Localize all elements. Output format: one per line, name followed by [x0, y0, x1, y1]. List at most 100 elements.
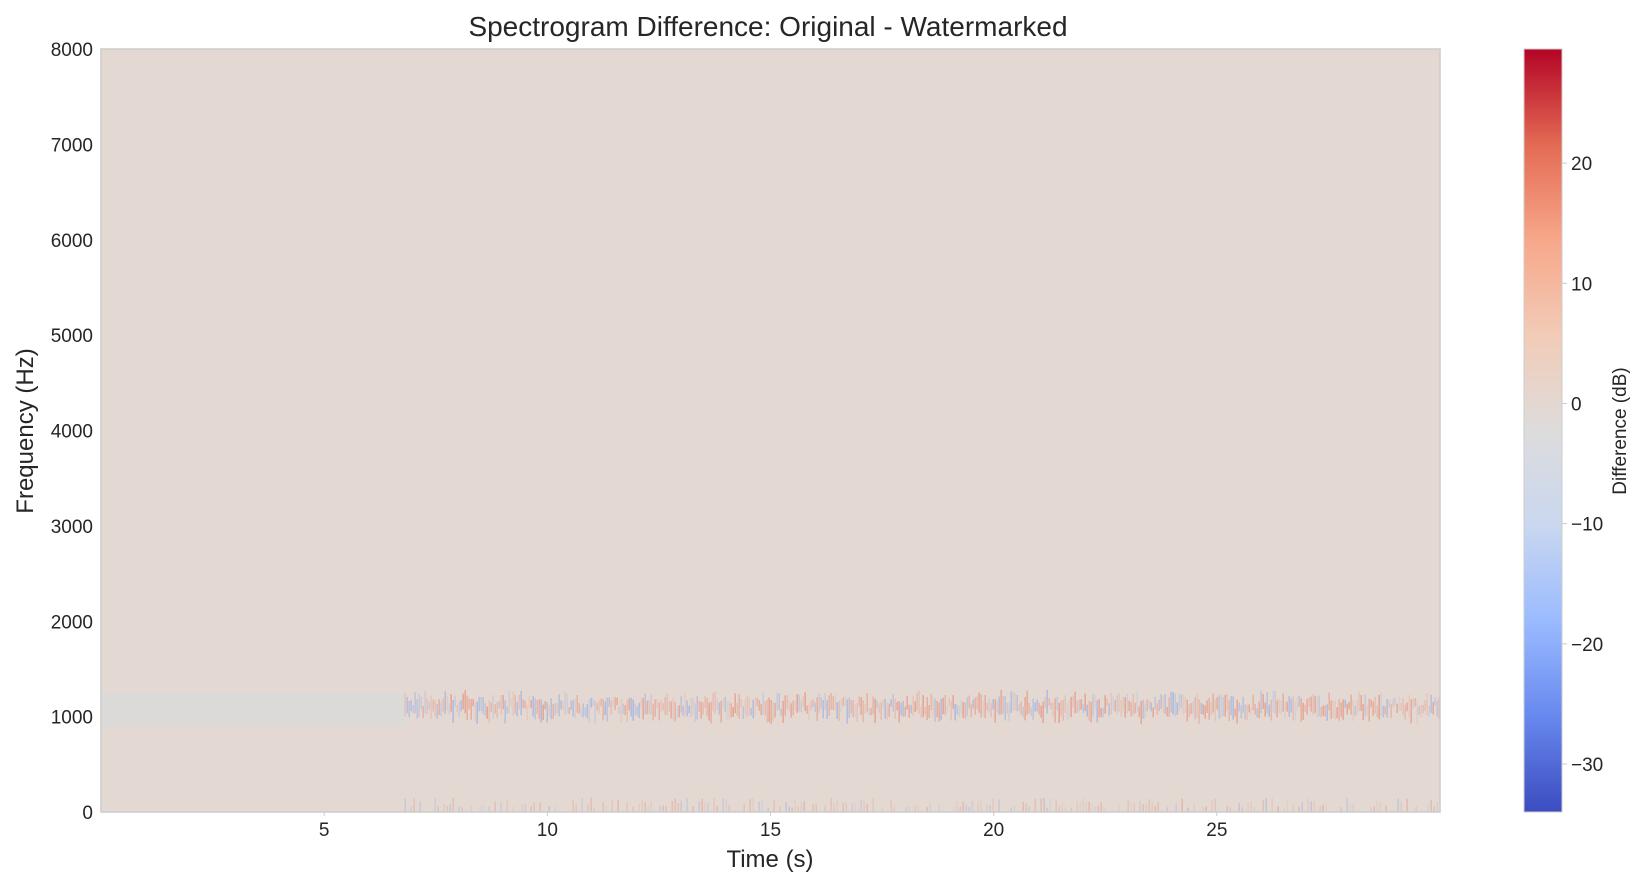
watermark-band-streak	[962, 701, 964, 718]
low-frequency-streak	[1013, 805, 1015, 812]
watermark-band-streak	[800, 700, 802, 713]
watermark-band-streak	[766, 699, 768, 723]
watermark-band-streak	[1284, 700, 1286, 719]
watermark-band-streak	[458, 701, 460, 718]
low-frequency-streak	[524, 804, 526, 812]
watermark-band-streak	[960, 699, 962, 715]
watermark-band-streak	[858, 696, 860, 708]
watermark-band-streak	[744, 699, 746, 715]
watermark-band-streak	[1426, 692, 1428, 716]
watermark-band-streak	[1034, 702, 1036, 712]
low-frequency-streak	[482, 804, 484, 812]
low-frequency-streak	[1043, 798, 1045, 812]
low-frequency-streak	[1238, 803, 1240, 812]
watermark-band-streak	[1076, 700, 1078, 713]
watermark-band-streak	[1382, 705, 1384, 718]
watermark-band-streak	[1032, 698, 1034, 720]
watermark-band-streak	[1378, 694, 1380, 720]
low-frequency-streak	[743, 803, 745, 812]
low-frequency-streak	[1187, 807, 1189, 812]
watermark-band-streak	[756, 697, 758, 707]
watermark-band-streak	[1062, 699, 1064, 721]
watermark-band-streak	[646, 700, 648, 715]
watermark-band-streak	[484, 703, 486, 717]
watermark-band-streak	[812, 699, 814, 707]
watermark-band-streak	[630, 697, 632, 717]
low-frequency-streak	[500, 802, 502, 812]
low-frequency-streak	[1370, 806, 1372, 812]
low-frequency-streak	[1154, 806, 1156, 812]
low-frequency-streak	[926, 807, 928, 812]
watermark-band-streak	[1018, 704, 1020, 712]
watermark-band-streak	[622, 703, 624, 714]
low-frequency-streak	[602, 802, 604, 812]
watermark-band-streak	[742, 706, 744, 720]
watermark-band-streak	[472, 698, 474, 707]
watermark-band-streak	[546, 702, 548, 723]
watermark-band-streak	[978, 692, 980, 713]
watermark-band-streak	[1178, 693, 1180, 712]
low-frequency-streak	[857, 807, 859, 812]
low-frequency-streak	[728, 804, 730, 812]
watermark-band-streak	[410, 700, 412, 712]
low-frequency-streak	[794, 799, 796, 812]
low-frequency-streak	[533, 802, 535, 812]
watermark-band-streak	[1434, 697, 1436, 706]
watermark-band-streak	[774, 702, 776, 718]
watermark-band-streak	[752, 699, 754, 719]
low-frequency-streak	[1301, 802, 1303, 812]
colorbar-tick-label: 0	[1571, 394, 1582, 415]
watermark-band-streak	[972, 699, 974, 709]
watermark-band-streak	[784, 695, 786, 716]
low-frequency-streak	[761, 800, 763, 812]
watermark-band-streak	[856, 703, 858, 722]
watermark-band-streak	[946, 705, 948, 713]
low-frequency-streak	[1139, 800, 1141, 812]
watermark-band-streak	[576, 695, 578, 713]
y-tick-label: 4000	[51, 422, 93, 443]
watermark-band-streak	[844, 696, 846, 707]
watermark-band-streak	[868, 708, 870, 716]
low-frequency-streak	[1100, 802, 1102, 812]
low-frequency-streak	[1430, 799, 1432, 812]
watermark-band-streak	[1274, 690, 1276, 714]
watermark-band-streak	[1020, 701, 1022, 715]
low-frequency-streak	[1373, 805, 1375, 812]
watermark-band-streak	[674, 701, 676, 722]
watermark-band-streak	[788, 699, 790, 713]
watermark-band-streak	[518, 694, 520, 710]
low-frequency-streak	[590, 797, 592, 812]
watermark-band-streak	[704, 696, 706, 709]
watermark-band-streak	[1316, 695, 1318, 717]
watermark-band-streak	[564, 691, 566, 715]
watermark-band-streak	[1090, 701, 1092, 723]
watermark-band-streak	[1436, 700, 1438, 717]
watermark-band-streak	[1296, 698, 1298, 711]
watermark-band-streak	[1416, 700, 1418, 725]
low-frequency-streak	[539, 802, 541, 812]
low-frequency-streak	[1079, 801, 1081, 812]
watermark-band-streak	[816, 697, 818, 721]
low-frequency-streak	[851, 802, 853, 812]
watermark-band-streak	[860, 697, 862, 715]
watermark-band-streak	[514, 694, 516, 714]
x-tick-label: 20	[983, 820, 1004, 841]
low-frequency-streak	[1436, 801, 1438, 812]
low-frequency-streak	[698, 801, 700, 812]
low-frequency-streak	[575, 804, 577, 812]
watermark-band-streak	[644, 693, 646, 715]
watermark-band-streak	[1230, 696, 1232, 716]
watermark-band-streak	[494, 704, 496, 714]
watermark-band-streak	[808, 703, 810, 721]
low-frequency-streak	[1406, 798, 1408, 812]
watermark-band-streak	[1086, 704, 1088, 717]
watermark-band-streak	[1326, 704, 1328, 721]
watermark-band-streak	[1372, 701, 1374, 716]
watermark-band-streak	[686, 700, 688, 717]
low-frequency-streak	[1064, 807, 1066, 812]
low-frequency-streak	[1046, 807, 1048, 812]
watermark-band-streak	[802, 696, 804, 707]
watermark-band-streak	[634, 703, 636, 716]
colorbar-tick-label: −30	[1571, 755, 1603, 776]
watermark-band-streak	[660, 699, 662, 713]
